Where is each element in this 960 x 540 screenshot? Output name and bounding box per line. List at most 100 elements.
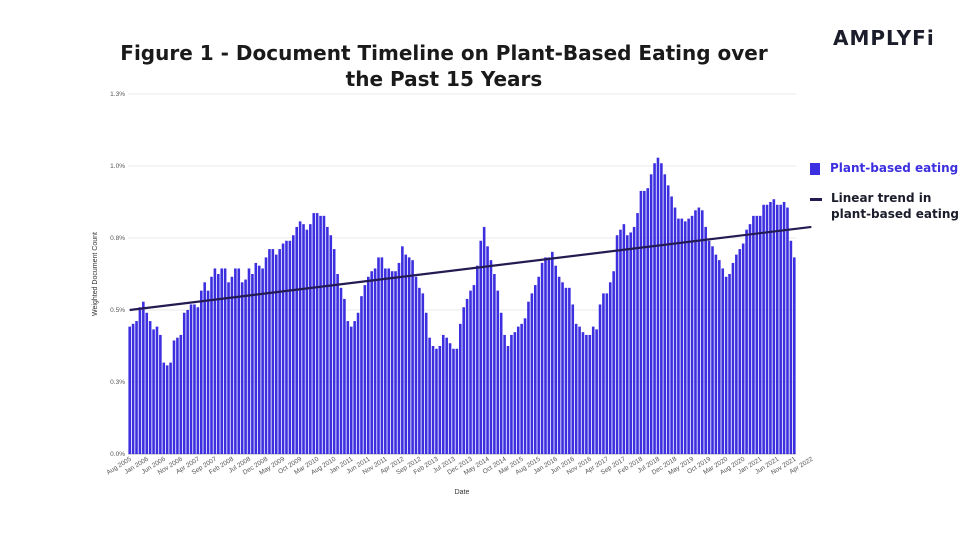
bar	[261, 268, 264, 454]
bar-series	[128, 157, 796, 455]
bar	[666, 185, 670, 454]
bar	[397, 262, 401, 454]
bar	[199, 290, 203, 454]
bar	[421, 293, 425, 454]
bar	[278, 249, 281, 454]
bar	[240, 282, 244, 454]
bar	[581, 332, 585, 454]
bar	[493, 274, 496, 454]
bar	[738, 249, 742, 454]
bar	[213, 268, 217, 454]
bar	[476, 265, 479, 454]
bar	[264, 257, 268, 454]
bar	[646, 188, 650, 454]
bar	[247, 268, 251, 454]
bar	[465, 298, 469, 454]
bar	[329, 235, 333, 454]
bar	[401, 246, 404, 454]
bar	[745, 229, 748, 454]
bar	[257, 265, 261, 454]
bar	[530, 293, 534, 454]
bar	[608, 282, 612, 454]
bar	[486, 246, 489, 454]
bar	[533, 285, 537, 454]
bar	[210, 276, 213, 454]
bar	[748, 224, 752, 454]
bar	[700, 210, 704, 454]
bar	[148, 321, 152, 454]
bar	[176, 337, 179, 454]
bar	[775, 204, 779, 454]
legend-label-bars: Plant-based eating	[830, 161, 959, 175]
bar	[411, 260, 414, 454]
bar	[772, 199, 776, 454]
bar	[537, 276, 540, 454]
bar	[193, 304, 196, 454]
bar	[741, 243, 745, 454]
bar	[455, 348, 459, 454]
bar	[612, 271, 615, 454]
bar	[673, 207, 677, 454]
bar	[377, 257, 380, 454]
bar	[469, 290, 472, 454]
bar	[370, 271, 373, 454]
bar	[782, 202, 786, 454]
bar	[349, 326, 353, 454]
bar	[636, 213, 639, 454]
bar	[394, 271, 397, 454]
bar	[598, 304, 602, 454]
bar	[332, 249, 336, 454]
y-tick-label: 0.3%	[110, 379, 125, 386]
bar	[731, 262, 735, 454]
bar	[309, 224, 312, 454]
bar	[735, 254, 738, 454]
bar	[227, 282, 230, 454]
bar	[343, 298, 346, 454]
bar	[435, 348, 438, 454]
bar	[234, 268, 237, 454]
bar	[312, 213, 316, 454]
bar	[206, 290, 210, 454]
bar	[721, 268, 725, 454]
bar	[578, 326, 581, 454]
bar	[499, 312, 503, 454]
bar	[274, 254, 278, 454]
bar	[186, 310, 189, 454]
bar	[414, 276, 418, 454]
bar	[360, 296, 363, 454]
bar	[305, 229, 309, 454]
bar	[752, 215, 755, 454]
bar	[424, 312, 428, 454]
bar	[336, 274, 339, 454]
bar	[155, 326, 159, 454]
bar	[547, 257, 551, 454]
bar	[513, 332, 517, 454]
bar	[670, 196, 673, 454]
legend-item-trend: Linear trend in plant-based eating	[810, 190, 960, 222]
bar	[128, 326, 131, 454]
legend-swatch-trend	[810, 198, 822, 201]
bar	[643, 190, 646, 454]
bar	[660, 163, 663, 454]
bar	[482, 226, 486, 454]
bar	[605, 293, 609, 454]
bar	[135, 321, 138, 454]
bar	[527, 301, 530, 454]
bar	[404, 254, 408, 454]
bar	[452, 348, 455, 454]
bar	[373, 268, 377, 454]
bar	[506, 346, 510, 454]
trend-line	[129, 225, 812, 312]
y-tick-label: 1.3%	[110, 91, 125, 98]
bar	[619, 229, 622, 454]
y-tick-labels: 0.0% 0.3% 0.5% 0.8% 1.0% 1.3%	[110, 91, 125, 458]
bar	[448, 343, 452, 454]
bar	[677, 218, 680, 454]
bar	[179, 334, 183, 454]
bar	[765, 204, 769, 454]
legend-swatch-bars	[810, 163, 820, 175]
brand-logo: AMPLYFi	[833, 26, 935, 50]
bar	[516, 326, 520, 454]
bar	[523, 318, 527, 454]
